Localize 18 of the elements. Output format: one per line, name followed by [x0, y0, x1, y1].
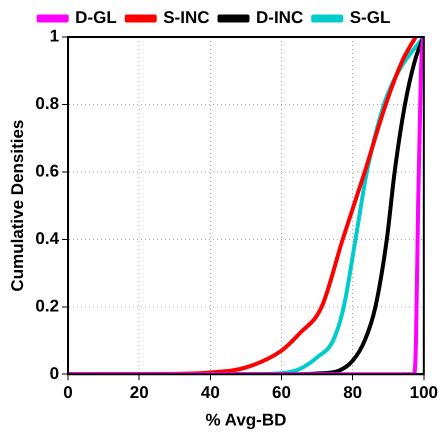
- x-axis-title: % Avg-BD: [205, 410, 286, 430]
- x-tick-label: 40: [200, 383, 220, 402]
- legend-label: S-GL: [350, 8, 390, 28]
- y-tick-label: 0.4: [35, 229, 60, 248]
- y-tick-label: 1: [50, 26, 60, 46]
- x-tick-label: 20: [130, 383, 149, 402]
- x-tick-label: 80: [343, 383, 362, 402]
- legend-label: S-INC: [163, 8, 210, 28]
- y-tick-label: 0.6: [35, 162, 60, 181]
- x-tick-label: 60: [272, 383, 291, 402]
- legend-label: D-GL: [75, 8, 117, 28]
- y-tick-label: 0.8: [35, 94, 60, 114]
- x-tick-label: 100: [410, 383, 438, 402]
- y-axis-title: Cumulative Densities: [8, 120, 27, 292]
- legend-label: D-INC: [256, 8, 304, 28]
- y-tick-label: 0.2: [35, 296, 60, 316]
- x-tick-label: 0: [63, 383, 73, 402]
- y-tick-label: 0: [50, 364, 60, 383]
